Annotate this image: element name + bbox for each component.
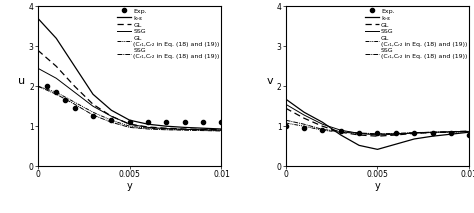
Legend: Exp., k-ε, GL, SSG, GL
(Cᵣ₁,Cᵣ₂ in Eq. (18) and (19)), SSG
(Cᵣ₁,Cᵣ₂ in Eq. (18) : Exp., k-ε, GL, SSG, GL (Cᵣ₁,Cᵣ₂ in Eq. (… xyxy=(364,8,468,60)
Y-axis label: u: u xyxy=(18,76,26,86)
X-axis label: y: y xyxy=(127,181,133,191)
Legend: Exp., k-ε, GL, SSG, GL
(Cᵣ₁,Cᵣ₂ in Eq. (18) and (19)), SSG
(Cᵣ₁,Cᵣ₂ in Eq. (18) : Exp., k-ε, GL, SSG, GL (Cᵣ₁,Cᵣ₂ in Eq. (… xyxy=(116,8,220,60)
Y-axis label: v: v xyxy=(266,76,273,86)
X-axis label: y: y xyxy=(374,181,380,191)
